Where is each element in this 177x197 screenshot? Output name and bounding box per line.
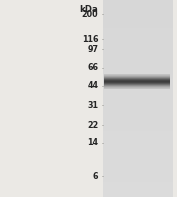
- Text: 116: 116: [82, 35, 98, 44]
- Text: 31: 31: [87, 101, 98, 110]
- Text: 44: 44: [87, 81, 98, 90]
- Text: 66: 66: [87, 63, 98, 72]
- Text: 200: 200: [82, 10, 98, 19]
- Text: 22: 22: [87, 121, 98, 130]
- Text: 6: 6: [93, 172, 98, 181]
- Text: 14: 14: [87, 138, 98, 147]
- Text: 97: 97: [87, 45, 98, 54]
- Text: kDa: kDa: [79, 5, 98, 14]
